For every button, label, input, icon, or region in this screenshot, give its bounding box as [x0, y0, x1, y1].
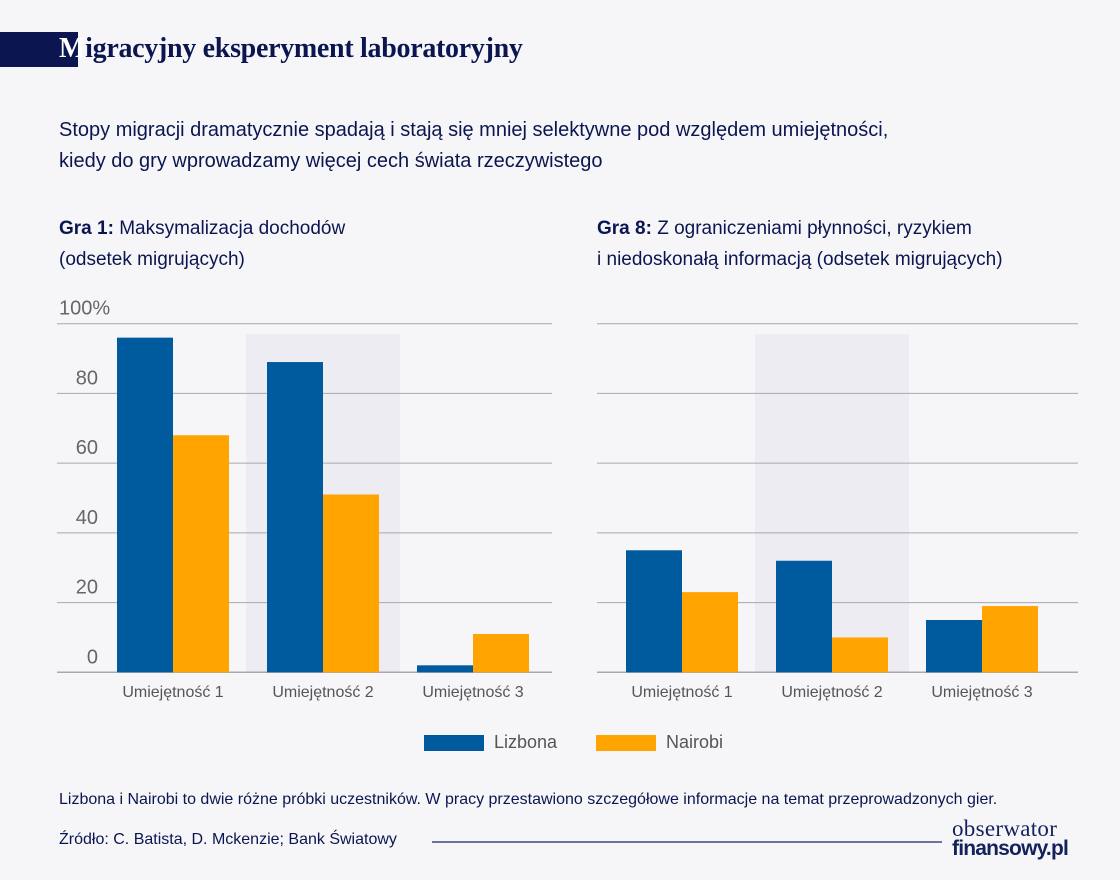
title-accent-block	[0, 32, 78, 67]
y-tick-label: 80	[76, 367, 98, 389]
bar-nairobi	[173, 435, 229, 673]
panel-2-title-bold: Gra 8:	[597, 218, 652, 239]
legend-item-nairobi: Nairobi	[596, 732, 723, 753]
bar-nairobi	[832, 637, 888, 673]
legend-swatch-nairobi	[596, 734, 656, 751]
bar-lizbona	[267, 362, 323, 673]
x-tick-label: Umiejętność 2	[781, 684, 882, 701]
subtitle-line-1: Stopy migracji dramatycznie spadają i st…	[59, 119, 889, 141]
panel-1-title-text: Maksymalizacja dochodów	[119, 218, 346, 239]
bar-lizbona	[417, 665, 473, 673]
page-title: Migracyjny eksperyment laboratoryjny	[59, 33, 523, 65]
y-tick-label: 40	[76, 507, 98, 529]
x-tick-label: Umiejętność 3	[931, 684, 1032, 701]
footnote: Lizbona i Nairobi to dwie różne próbki u…	[59, 791, 998, 808]
panel-1-title: Gra 1: Maksymalizacja dochodów (odsetek …	[59, 213, 345, 275]
y-tick-label: 60	[76, 437, 98, 459]
subtitle-line-2: kiedy do gry wprowadzamy więcej cech świ…	[59, 150, 603, 172]
legend-label-lizbona: Lizbona	[494, 732, 558, 752]
panel-2-title-line2: i niedoskonałą informacją (odsetek migru…	[597, 249, 1003, 270]
logo-line-2: finansowy.pl	[952, 837, 1069, 860]
panel-2-title-text: Z ograniczeniami płynności, ryzykiem	[657, 218, 972, 239]
bar-nairobi	[473, 633, 529, 673]
source: Źródło: C. Batista, D. Mckenzie; Bank Św…	[59, 831, 397, 848]
x-tick-label: Umiejętność 1	[631, 684, 732, 701]
bar-lizbona	[117, 337, 173, 673]
legend-item-lizbona: Lizbona	[424, 732, 557, 753]
bar-nairobi	[323, 494, 379, 673]
panel-1-title-line2: (odsetek migrujących)	[59, 249, 245, 270]
bar-charts: 0 20 40 60 80 100% Umiejętność 1 Umiejętność 2 U…	[57, 298, 1078, 701]
panel-1-title-bold: Gra 1:	[59, 218, 114, 239]
y-tick-label: 20	[76, 577, 98, 599]
y-tick-label: 0	[87, 646, 98, 668]
subtitle: Stopy migracji dramatycznie spadają i st…	[59, 115, 1059, 177]
bar-nairobi	[982, 606, 1038, 673]
logo-line-1: obserwator	[952, 816, 1058, 841]
bar-nairobi	[682, 592, 738, 673]
panel-2-title: Gra 8: Z ograniczeniami płynności, ryzyk…	[597, 213, 1003, 275]
title-first-letter: M	[59, 33, 86, 64]
title-rest: igracyjny eksperyment laboratoryjny	[85, 33, 523, 64]
bar-lizbona	[626, 550, 682, 673]
x-tick-label: Umiejętność 2	[272, 684, 373, 701]
source-divider	[432, 841, 942, 843]
legend-label-nairobi: Nairobi	[666, 732, 724, 752]
legend-swatch-lizbona	[424, 734, 484, 751]
bar-lizbona	[926, 620, 982, 673]
logo: obserwator finansowy.pl	[952, 816, 1087, 860]
y-tick-label: 100%	[59, 298, 110, 320]
x-tick-label: Umiejętność 3	[422, 684, 523, 701]
x-tick-label: Umiejętność 1	[122, 684, 223, 701]
bar-lizbona	[776, 560, 832, 673]
